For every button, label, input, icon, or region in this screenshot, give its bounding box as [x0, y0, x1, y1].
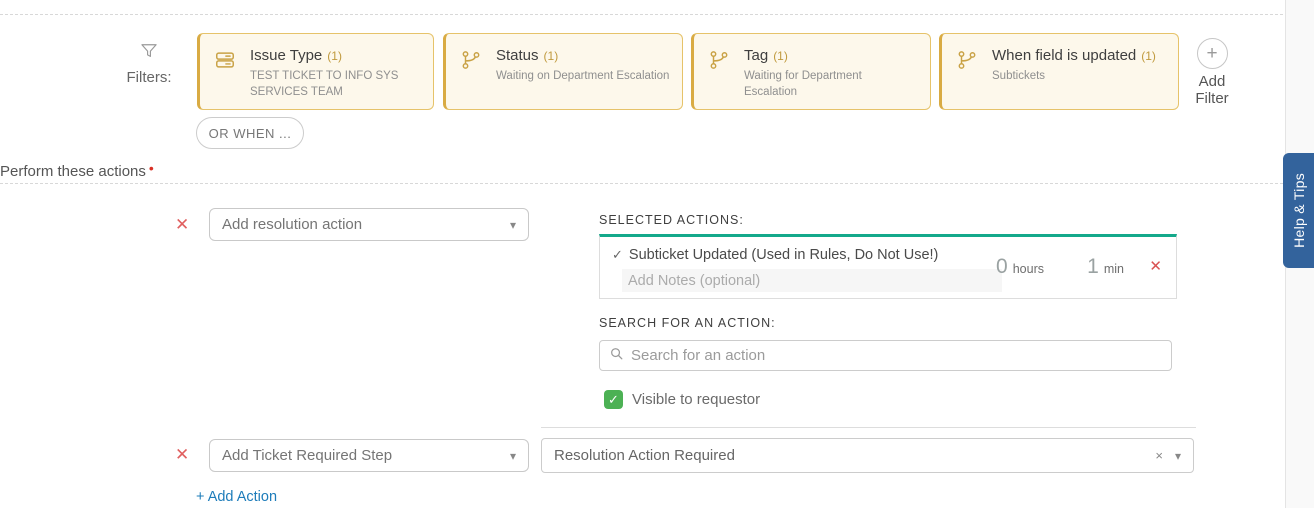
filter-chip-status[interactable]: Status (1) Waiting on Department Escalati…: [443, 33, 683, 110]
search-input[interactable]: [631, 347, 1162, 364]
minutes-value-group[interactable]: 1 min: [1087, 255, 1124, 279]
visible-to-requestor-row[interactable]: ✓ Visible to requestor: [604, 390, 760, 409]
chevron-down-icon[interactable]: ▾: [1174, 448, 1181, 463]
minutes-value[interactable]: 1: [1087, 255, 1099, 278]
clear-selection-icon[interactable]: ×: [1155, 448, 1163, 463]
or-when-button[interactable]: OR WHEN ...: [196, 117, 304, 149]
filter-chip-tag[interactable]: Tag (1) Waiting for Department Escalation: [691, 33, 931, 110]
remove-action-row-icon[interactable]: ✕: [175, 445, 190, 464]
remove-action-row-icon[interactable]: ✕: [175, 215, 190, 234]
hours-value[interactable]: 0: [996, 255, 1008, 278]
chevron-down-icon: ▾: [509, 448, 516, 463]
visible-to-requestor-label: Visible to requestor: [632, 391, 761, 408]
conditions-heading: When these conditions are met: [0, 0, 207, 4]
help-tips-label: Help & Tips: [1290, 173, 1307, 248]
action-type-dropdown[interactable]: Add Ticket Required Step ▾: [209, 439, 529, 472]
required-step-value: Resolution Action Required: [554, 447, 735, 464]
branch-icon: [708, 49, 730, 71]
filter-chip-value: Waiting for Department Escalation: [744, 70, 862, 99]
filter-chip-count: (1): [543, 49, 559, 63]
filter-chip-value: TEST TICKET TO INFO SYS SERVICES TEAM: [250, 70, 399, 99]
add-action-link[interactable]: + Add Action: [196, 489, 278, 505]
filter-chip-title: Status: [496, 47, 539, 64]
selected-action-name: Subticket Updated (Used in Rules, Do Not…: [628, 247, 939, 263]
add-filter-button[interactable]: + Add Filter: [1180, 38, 1244, 107]
filter-funnel-icon: [139, 44, 159, 65]
section-divider: [0, 14, 1283, 15]
minutes-unit-label: min: [1103, 262, 1124, 276]
perform-actions-heading: Perform these actions •: [0, 160, 154, 180]
remove-selected-action-icon[interactable]: ✕: [1149, 258, 1162, 275]
issue-type-icon: [214, 49, 236, 71]
row-divider: [541, 427, 1196, 428]
add-filter-label: Add Filter: [1195, 73, 1229, 107]
action-type-value: Add resolution action: [222, 216, 363, 233]
filter-chip-count: (1): [327, 49, 342, 63]
section-divider: [0, 183, 1283, 184]
required-marker: •: [148, 160, 154, 176]
hours-value-group[interactable]: 0 hours: [996, 255, 1044, 279]
branch-icon: [460, 49, 482, 71]
add-notes-input[interactable]: [622, 269, 1002, 292]
help-tips-tab[interactable]: Help & Tips: [1283, 153, 1314, 268]
filter-chip-title: When field is updated: [992, 47, 1137, 64]
selected-action-card: ✓ Subticket Updated (Used in Rules, Do No…: [599, 234, 1177, 299]
chevron-down-icon: ▾: [509, 217, 516, 232]
filter-chip-title: Tag: [744, 47, 769, 64]
branch-icon: [956, 49, 978, 71]
filter-chip-count: (1): [1141, 49, 1156, 63]
check-icon: ✓: [612, 247, 623, 262]
search-action-label: SEARCH FOR AN ACTION:: [599, 316, 776, 330]
filter-chip-value: Subtickets: [992, 70, 1046, 82]
action-type-dropdown[interactable]: Add resolution action ▾: [209, 208, 529, 241]
selected-action-name-row: ✓ Subticket Updated (Used in Rules, Do No…: [612, 247, 938, 263]
action-search-field[interactable]: [599, 340, 1172, 371]
hours-unit-label: hours: [1012, 262, 1044, 276]
search-icon: [609, 346, 624, 366]
plus-circle-icon[interactable]: +: [1196, 38, 1228, 69]
filters-label-group: Filters:: [118, 41, 180, 86]
required-step-select[interactable]: Resolution Action Required × ▾: [541, 438, 1194, 473]
filters-label: Filters:: [126, 69, 172, 86]
action-type-value: Add Ticket Required Step: [222, 447, 393, 464]
checked-checkbox-icon[interactable]: ✓: [604, 390, 623, 409]
filter-chip-title: Issue Type: [250, 47, 323, 64]
selected-actions-label: SELECTED ACTIONS:: [599, 213, 744, 227]
filter-chip-value: Waiting on Department Escalation: [496, 70, 670, 82]
filter-chip-issue-type[interactable]: Issue Type (1) TEST TICKET TO INFO SYS SE…: [197, 33, 434, 110]
filter-chip-count: (1): [773, 49, 788, 63]
filter-chip-when-field-updated[interactable]: When field is updated (1) Subtickets: [939, 33, 1179, 110]
